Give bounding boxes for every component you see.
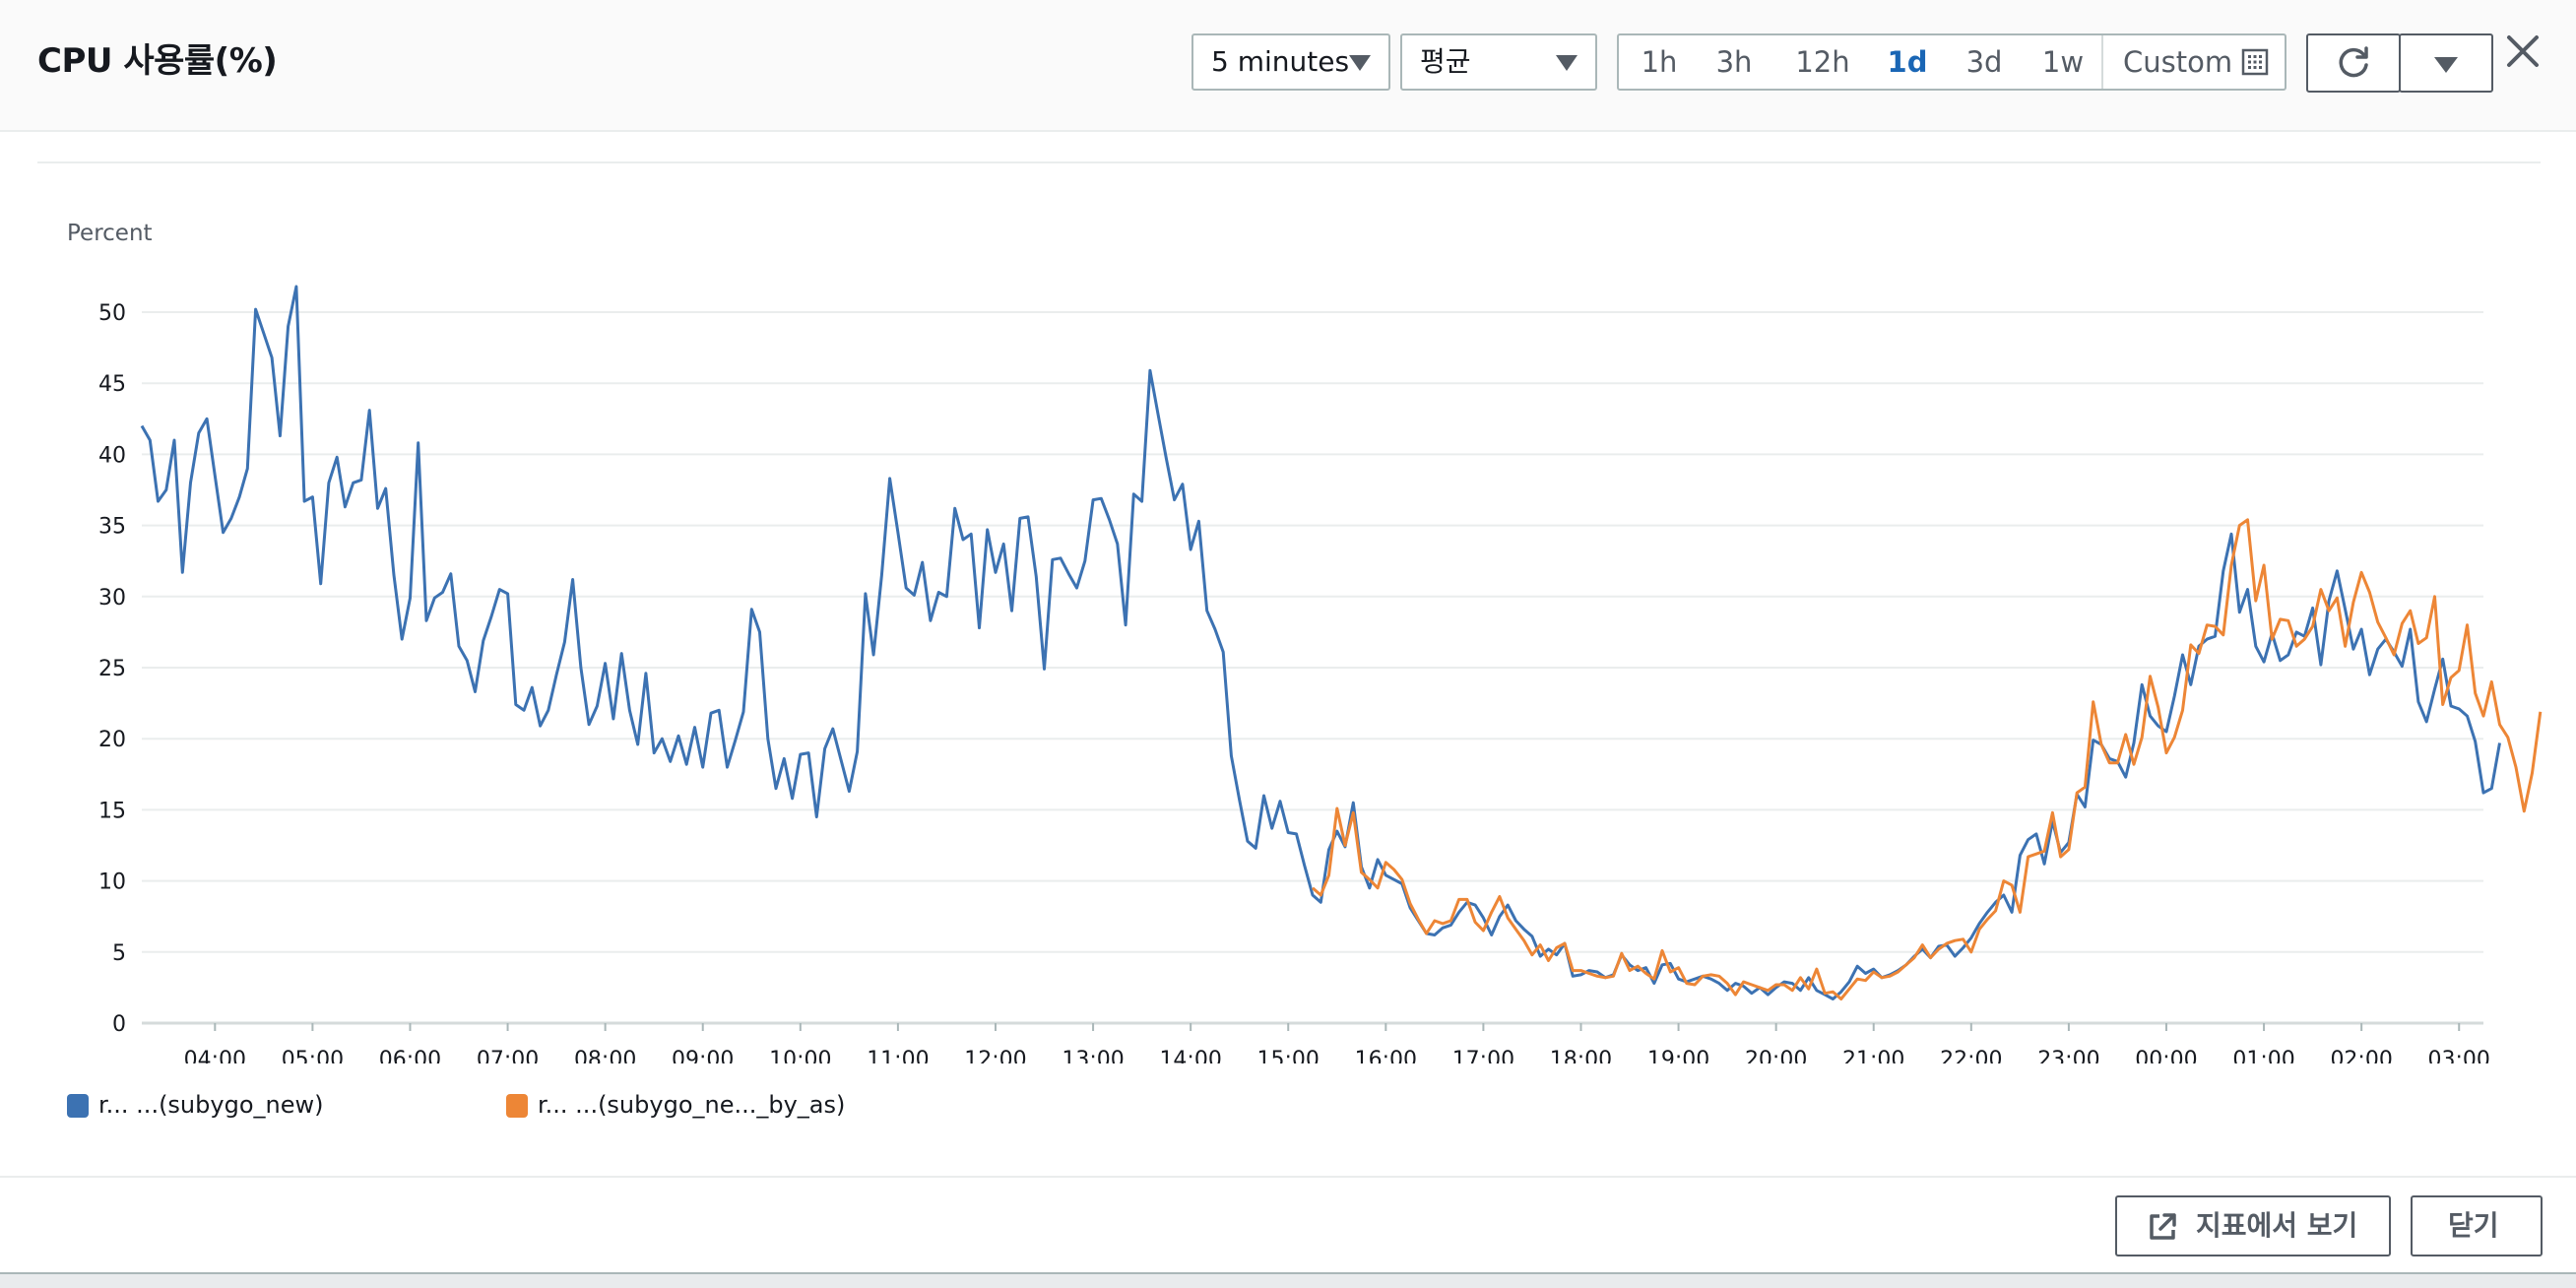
x-tick-label: 21:00 [1842, 1048, 1904, 1063]
legend-label-series-2[interactable]: r... ...(subygo_ne..._by_as) [538, 1091, 846, 1119]
statistic-select[interactable]: 평균 [1400, 33, 1597, 91]
y-tick-label: 20 [98, 728, 126, 752]
y-tick-label: 40 [98, 443, 126, 468]
custom-label: Custom [2123, 45, 2233, 79]
dialog-header: CPU 사용률(%) 5 minutes 평균 1h 3h 12h 1d 3d … [0, 0, 2576, 132]
range-1w[interactable]: 1w [2041, 45, 2085, 79]
close-button-label: 닫기 [2448, 1209, 2499, 1242]
x-tick-label: 20:00 [1745, 1048, 1807, 1063]
y-tick-label: 35 [98, 515, 126, 540]
chevron-down-icon [1349, 55, 1371, 71]
page-title: CPU 사용률(%) [37, 41, 278, 81]
calendar-icon [2241, 48, 2269, 76]
range-1h[interactable]: 1h [1641, 45, 1678, 79]
y-tick-label: 30 [98, 586, 126, 611]
range-3h[interactable]: 3h [1715, 45, 1753, 79]
x-tick-label: 16:00 [1355, 1048, 1417, 1063]
view-in-metrics-button[interactable]: 지표에서 보기 [2115, 1195, 2391, 1256]
x-tick-label: 18:00 [1550, 1048, 1612, 1063]
period-select[interactable]: 5 minutes [1191, 33, 1390, 91]
x-tick-label: 22:00 [1940, 1048, 2002, 1063]
divider [37, 161, 2541, 163]
x-tick-label: 02:00 [2330, 1048, 2392, 1063]
page-bottom-edge [0, 1272, 2576, 1288]
x-tick-label: 23:00 [2037, 1048, 2099, 1063]
x-tick-label: 03:00 [2428, 1048, 2490, 1063]
x-tick-label: 06:00 [379, 1048, 441, 1063]
x-tick-label: 09:00 [672, 1048, 734, 1063]
y-axis-label: Percent [67, 221, 153, 246]
y-tick-label: 5 [112, 941, 126, 966]
x-tick-label: 04:00 [184, 1048, 246, 1063]
refresh-button[interactable] [2306, 33, 2401, 93]
x-tick-label: 14:00 [1159, 1048, 1221, 1063]
refresh-options-button[interactable] [2399, 33, 2493, 93]
chart-legend: r... ...(subygo_new) r... ...(subygo_ne.… [0, 1088, 1182, 1127]
line-chart: Percent 0 5 10 15 20 25 30 35 40 45 50 04:00 05:00 06:… [67, 221, 2543, 1063]
y-tick-label: 45 [98, 372, 126, 397]
chevron-down-icon [2434, 57, 2458, 73]
x-tick-label: 12:00 [964, 1048, 1026, 1063]
chevron-down-icon [1556, 55, 1578, 71]
time-range-selector: 1h 3h 12h 1d 3d 1w Custom [1617, 33, 2286, 91]
range-12h[interactable]: 12h [1795, 45, 1850, 79]
x-tick-label: 13:00 [1062, 1048, 1124, 1063]
x-tick-label: 10:00 [769, 1048, 831, 1063]
y-tick-label: 25 [98, 657, 126, 681]
footer-divider [0, 1176, 2576, 1178]
statistic-value: 평균 [1420, 45, 1471, 78]
close-icon[interactable] [2501, 30, 2544, 73]
x-tick-label: 19:00 [1647, 1048, 1709, 1063]
external-link-icon [2150, 1213, 2176, 1240]
view-in-metrics-label: 지표에서 보기 [2196, 1209, 2358, 1242]
legend-label-series-1[interactable]: r... ...(subygo_new) [98, 1091, 324, 1119]
period-value: 5 minutes [1211, 45, 1350, 78]
series-line-2 [1312, 518, 2543, 1000]
range-3d[interactable]: 3d [1965, 45, 2003, 79]
x-tick-label: 01:00 [2232, 1048, 2294, 1063]
x-tick-label: 05:00 [282, 1048, 344, 1063]
x-tick-label: 15:00 [1257, 1048, 1320, 1063]
close-button[interactable]: 닫기 [2411, 1195, 2543, 1256]
legend-swatch-series-1 [67, 1094, 89, 1118]
y-tick-label: 0 [112, 1012, 126, 1037]
range-custom-button[interactable]: Custom [2101, 35, 2286, 89]
x-tick-label: 11:00 [867, 1048, 929, 1063]
legend-swatch-series-2 [506, 1094, 528, 1118]
x-tick-label: 08:00 [574, 1048, 636, 1063]
y-tick-label: 15 [98, 799, 126, 823]
x-tick-label: 00:00 [2135, 1048, 2197, 1063]
y-tick-label: 50 [98, 301, 126, 326]
x-tick-label: 07:00 [477, 1048, 539, 1063]
refresh-icon [2339, 46, 2368, 78]
y-tick-label: 10 [98, 870, 126, 895]
range-1d[interactable]: 1d [1887, 45, 1928, 79]
x-tick-label: 17:00 [1452, 1048, 1514, 1063]
